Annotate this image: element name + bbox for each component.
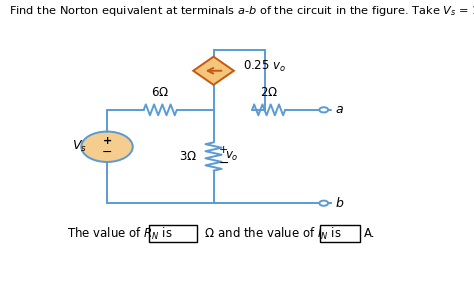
Circle shape — [319, 201, 328, 206]
FancyBboxPatch shape — [320, 225, 360, 242]
Text: $6\Omega$: $6\Omega$ — [151, 86, 169, 99]
Text: $0.25\ v_o$: $0.25\ v_o$ — [243, 59, 286, 74]
Text: +: + — [102, 136, 112, 146]
Circle shape — [82, 131, 133, 162]
Text: $b$: $b$ — [335, 196, 344, 210]
Text: $v_o$: $v_o$ — [225, 150, 239, 163]
Text: $a$: $a$ — [335, 103, 344, 116]
Text: +: + — [219, 145, 228, 155]
Text: −: − — [219, 157, 229, 169]
Text: $2\Omega$: $2\Omega$ — [260, 86, 278, 99]
Text: $\Omega$ and the value of $I_N$ is: $\Omega$ and the value of $I_N$ is — [201, 226, 341, 242]
FancyBboxPatch shape — [149, 225, 197, 242]
Text: Find the Norton equivalent at terminals $a$-$b$ of the circuit in the figure. Ta: Find the Norton equivalent at terminals … — [9, 4, 474, 18]
Text: The value of $R_N$ is: The value of $R_N$ is — [66, 226, 172, 242]
Polygon shape — [193, 57, 234, 85]
Circle shape — [319, 107, 328, 113]
Text: −: − — [102, 146, 112, 159]
Text: $3\Omega$: $3\Omega$ — [179, 150, 197, 163]
Text: A.: A. — [364, 227, 376, 240]
Text: $V_s$: $V_s$ — [72, 139, 87, 154]
